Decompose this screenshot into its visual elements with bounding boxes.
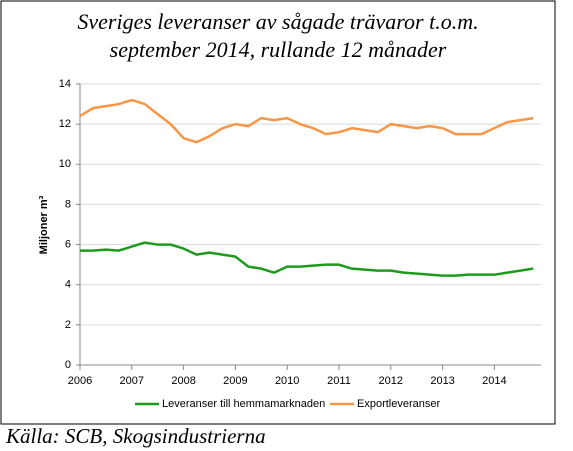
x-tick-label: 2008 bbox=[171, 375, 195, 387]
source: Källa: SCB, Skogsindustrierna bbox=[5, 424, 266, 448]
series-line bbox=[80, 241, 534, 277]
x-tick-label: 2013 bbox=[430, 375, 454, 387]
x-tick-label: 2006 bbox=[68, 375, 92, 387]
x-tick-label: 2009 bbox=[223, 375, 247, 387]
series-line bbox=[79, 98, 534, 144]
chart-title: Sveriges leveranser av sågade trävaror t… bbox=[77, 9, 478, 34]
chart-title: september 2014, rullande 12 månader bbox=[110, 37, 447, 62]
y-tick-label: 14 bbox=[59, 78, 71, 90]
x-tick-label: 2010 bbox=[275, 375, 299, 387]
y-tick-label: 6 bbox=[65, 238, 71, 250]
y-tick-label: 12 bbox=[59, 118, 71, 130]
y-tick-label: 4 bbox=[65, 279, 71, 291]
x-tick-label: 2014 bbox=[482, 375, 506, 387]
y-axis-label: Miljoner m³ bbox=[38, 195, 50, 254]
y-tick-label: 8 bbox=[65, 198, 71, 210]
x-tick-label: 2007 bbox=[120, 375, 144, 387]
frame bbox=[0, 0, 556, 425]
x-tick-label: 2011 bbox=[327, 375, 351, 387]
y-tick-label: 10 bbox=[59, 158, 71, 170]
y-tick-label: 0 bbox=[65, 359, 71, 371]
legend-label: Exportleveranser bbox=[357, 398, 440, 410]
legend-label: Leveranser till hemmamarknaden bbox=[162, 398, 325, 410]
y-tick-label: 2 bbox=[65, 319, 71, 331]
x-tick-label: 2012 bbox=[379, 375, 403, 387]
